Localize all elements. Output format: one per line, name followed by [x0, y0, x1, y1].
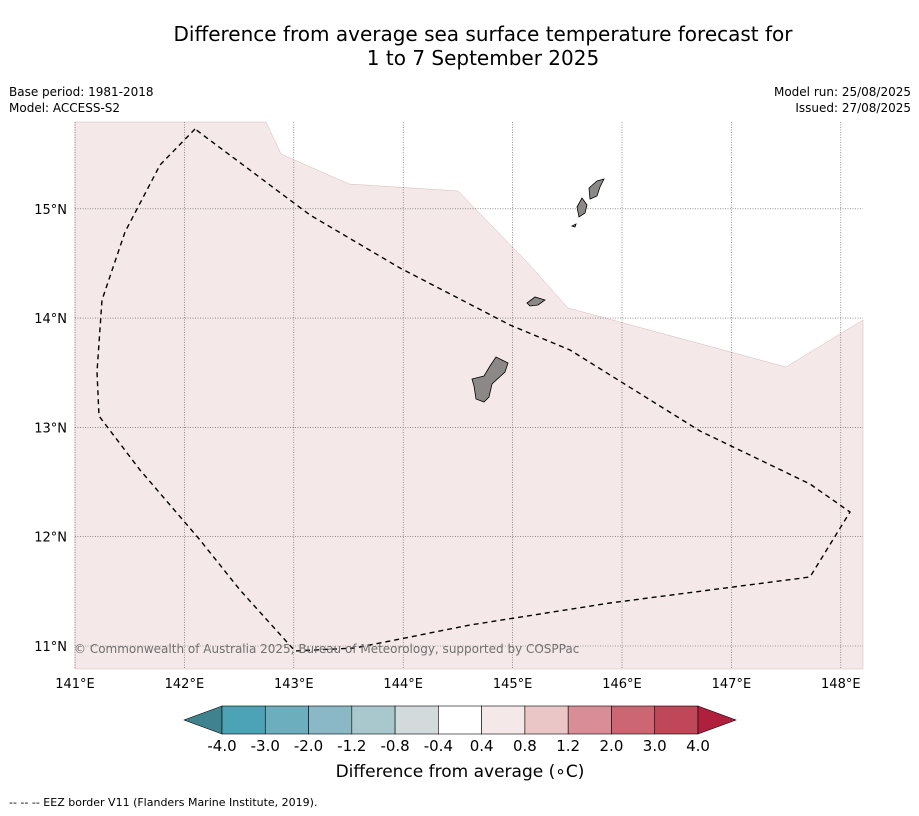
- title-line-2: 1 to 7 September 2025: [366, 46, 600, 70]
- copyright-text: © Commonwealth of Australia 2025, Bureau…: [74, 642, 579, 656]
- longitude-tick-label: 141°E: [55, 677, 95, 692]
- colorbar-tick-label: -0.8: [380, 737, 409, 755]
- colorbar-swatch: [351, 705, 396, 735]
- colorbar-tick-label: 1.2: [556, 737, 580, 755]
- latitude-tick-label: 12°N: [34, 531, 67, 546]
- meta-left: Base period: 1981-2018 Model: ACCESS-S2: [9, 84, 154, 116]
- longitude-tick-label: 146°E: [602, 677, 642, 692]
- chart-title: Difference from average sea surface temp…: [0, 22, 919, 70]
- colorbar-tick-label: 0.4: [470, 737, 494, 755]
- model-name: Model: ACCESS-S2: [9, 101, 121, 115]
- colorbar-swatch: [524, 705, 569, 735]
- colorbar-swatch: [221, 705, 266, 735]
- colorbar-ticks: -4.0 -3.0 -2.0 -1.2 -0.8 -0.4 0.4 0.8 1.2 2.0 3.0 4…: [207, 737, 710, 755]
- colorbar-swatch: [481, 705, 526, 735]
- model-run: Model run: 25/08/2025: [773, 85, 911, 99]
- colorbar-swatch: [264, 705, 309, 735]
- eez-footnote: -- -- -- EEZ border V11 (Flanders Marine…: [9, 796, 318, 809]
- colorbar-swatch: [308, 705, 353, 735]
- longitude-tick-label: 142°E: [165, 677, 205, 692]
- aguijan-island: [570, 223, 577, 228]
- guam-island: [471, 356, 509, 403]
- meta-right: Model run: 25/08/2025 Issued: 27/08/2025: [774, 84, 911, 116]
- colorbar-tick-label: -0.4: [424, 737, 453, 755]
- tinian-island: [576, 197, 588, 218]
- colorbar-swatch: [654, 705, 699, 735]
- colorbar-tick-label: -4.0: [207, 737, 236, 755]
- colorbar-label: Difference from average (∘C): [335, 762, 585, 782]
- colorbar-swatch: [438, 705, 482, 735]
- longitude-tick-label: 145°E: [493, 677, 533, 692]
- colorbar-tick-label: -2.0: [294, 737, 323, 755]
- colorbar-min-extend: [183, 705, 223, 735]
- issued-date: Issued: 27/08/2025: [795, 101, 911, 115]
- colorbar-tick-label: -1.2: [337, 737, 366, 755]
- longitude-tick-label: 147°E: [712, 677, 752, 692]
- colorbar-tick-label: -3.0: [251, 737, 280, 755]
- longitude-labels: 141°E 142°E 143°E 144°E 145°E 146°E 147°E 148°E: [55, 677, 860, 692]
- colorbar-tick-label: 0.8: [513, 737, 537, 755]
- saipan-island: [588, 178, 605, 200]
- longitude-tick-label: 143°E: [274, 677, 314, 692]
- latitude-tick-label: 13°N: [34, 421, 67, 436]
- latitude-tick-label: 14°N: [34, 312, 67, 327]
- eez-border: [96, 128, 851, 652]
- graticule: [74, 122, 863, 669]
- colorbar-swatch: [611, 705, 656, 735]
- longitude-tick-label: 144°E: [383, 677, 423, 692]
- colorbar-swatch: [567, 705, 612, 735]
- title-line-1: Difference from average sea surface temp…: [173, 22, 793, 46]
- colorbar-swatch: [394, 705, 439, 735]
- rota-island: [526, 296, 546, 307]
- colorbar: [183, 705, 737, 735]
- latitude-tick-label: 11°N: [34, 640, 67, 655]
- longitude-tick-label: 148°E: [821, 677, 861, 692]
- colorbar-max-extend: [697, 705, 737, 735]
- latitude-tick-label: 15°N: [34, 203, 67, 218]
- latitude-labels: 15°N 14°N 13°N 12°N 11°N: [34, 203, 67, 655]
- anomaly-fill-region: [74, 121, 864, 670]
- colorbar-tick-label: 4.0: [686, 737, 710, 755]
- base-period: Base period: 1981-2018: [9, 85, 154, 99]
- colorbar-tick-label: 3.0: [643, 737, 667, 755]
- colorbar-tick-label: 2.0: [600, 737, 624, 755]
